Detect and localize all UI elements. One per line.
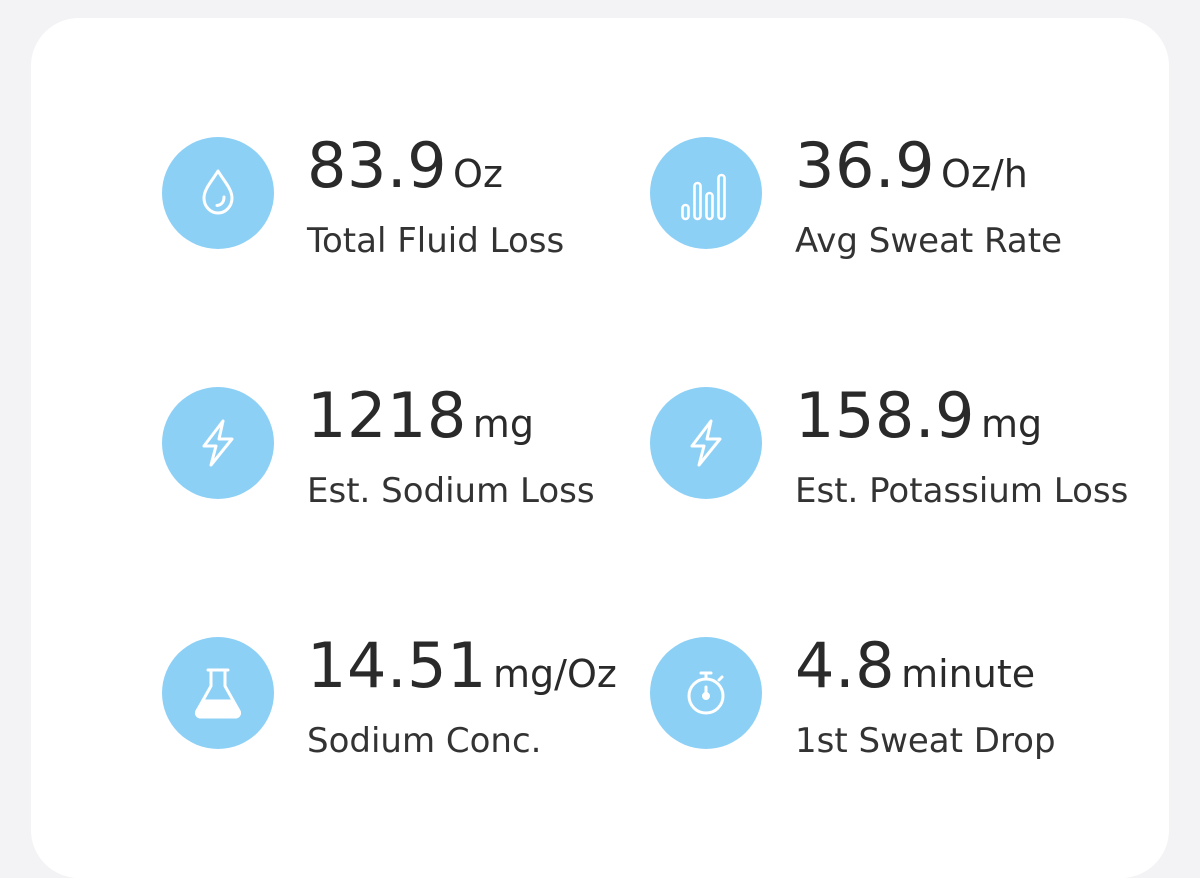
stat-unit: Oz/h: [941, 152, 1028, 196]
sweat-summary-card: 83.9 Oz Total Fluid Loss 36.9 Oz/h Avg Swe…: [31, 18, 1169, 878]
stat-label: Total Fluid Loss: [307, 221, 565, 261]
stat-unit: mg: [981, 402, 1043, 446]
stat-label: 1st Sweat Drop: [795, 721, 1056, 761]
lightning-bolt-icon: [162, 387, 274, 499]
stat-value-line: 14.51 mg/Oz: [307, 629, 617, 702]
stat-value-line: 158.9 mg: [795, 379, 1042, 452]
stat-value-line: 83.9 Oz: [307, 129, 503, 202]
stat-value: 14.51: [307, 629, 487, 702]
stat-unit: Oz: [453, 152, 503, 196]
stat-value-line: 36.9 Oz/h: [795, 129, 1028, 202]
stat-value: 83.9: [307, 129, 448, 202]
stat-label: Est. Sodium Loss: [307, 471, 595, 511]
stat-label: Est. Potassium Loss: [795, 471, 1129, 511]
stat-value: 4.8: [795, 629, 896, 702]
stat-unit: mg: [472, 402, 534, 446]
stat-value: 158.9: [795, 379, 975, 452]
stat-value: 1218: [307, 379, 467, 452]
stopwatch-icon: [650, 637, 762, 749]
stat-unit: mg/Oz: [493, 652, 617, 696]
bar-chart-icon: [650, 137, 762, 249]
stat-value: 36.9: [795, 129, 936, 202]
stat-value-line: 1218 mg: [307, 379, 534, 452]
water-drop-icon: [162, 137, 274, 249]
flask-icon: [162, 637, 274, 749]
lightning-bolt-icon: [650, 387, 762, 499]
stat-label: Sodium Conc.: [307, 721, 542, 761]
stat-value-line: 4.8 minute: [795, 629, 1035, 702]
stat-label: Avg Sweat Rate: [795, 221, 1063, 261]
stat-unit: minute: [901, 652, 1036, 696]
